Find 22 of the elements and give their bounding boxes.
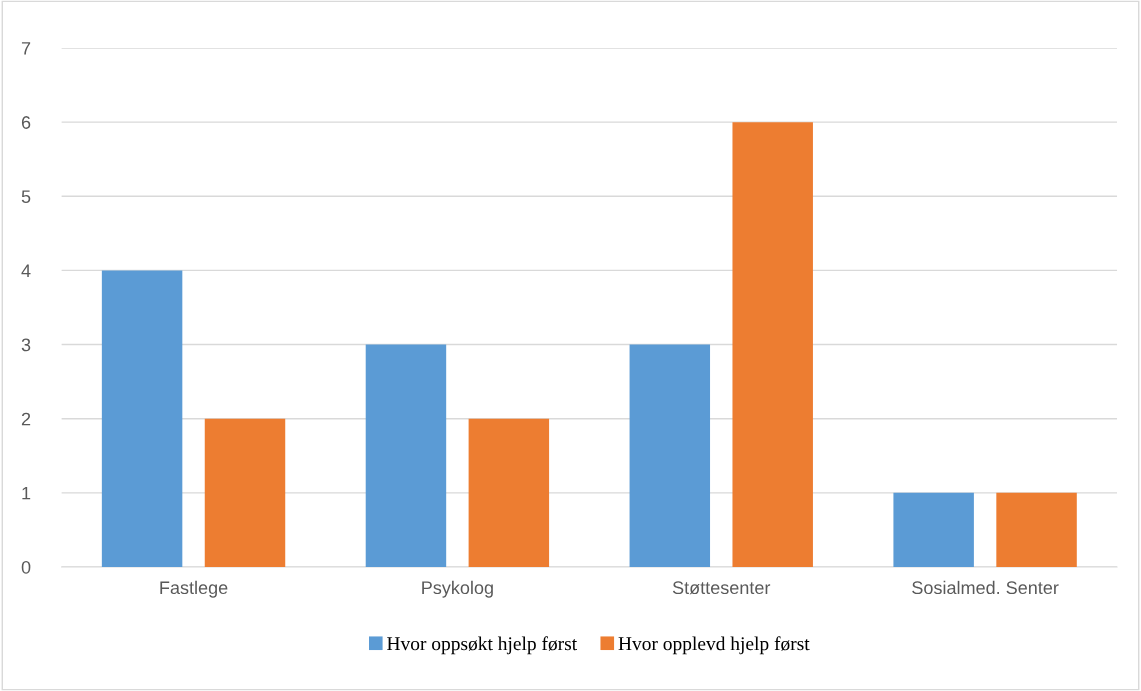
y-tick-label: 1 xyxy=(22,486,31,500)
bar xyxy=(996,492,1077,567)
y-tick-label: 7 xyxy=(21,42,31,55)
y-tick-label: 2 xyxy=(21,412,31,426)
x-tick-label: Psykolog xyxy=(422,580,493,598)
legend-label: Hvor opplevd hjelp først xyxy=(618,636,810,655)
bar xyxy=(893,492,974,567)
x-tick-label: Støttesenter xyxy=(672,581,771,595)
bar xyxy=(204,418,286,567)
bar xyxy=(732,122,813,567)
y-tick-label: 4 xyxy=(21,264,31,277)
y-tick-label: 6 xyxy=(21,116,31,129)
y-tick-label: 0 xyxy=(21,560,31,574)
legend-label: Hvor oppsøkt hjelp først xyxy=(387,636,578,655)
bar xyxy=(101,270,183,567)
bar xyxy=(468,418,550,567)
y-tick-label: 3 xyxy=(21,338,31,352)
bar xyxy=(629,344,711,567)
y-tick-label: 5 xyxy=(21,190,31,204)
bar xyxy=(365,344,447,567)
x-tick-label: Sosialmed. Senter xyxy=(912,580,1059,595)
x-tick-label: Fastlege xyxy=(160,580,228,598)
